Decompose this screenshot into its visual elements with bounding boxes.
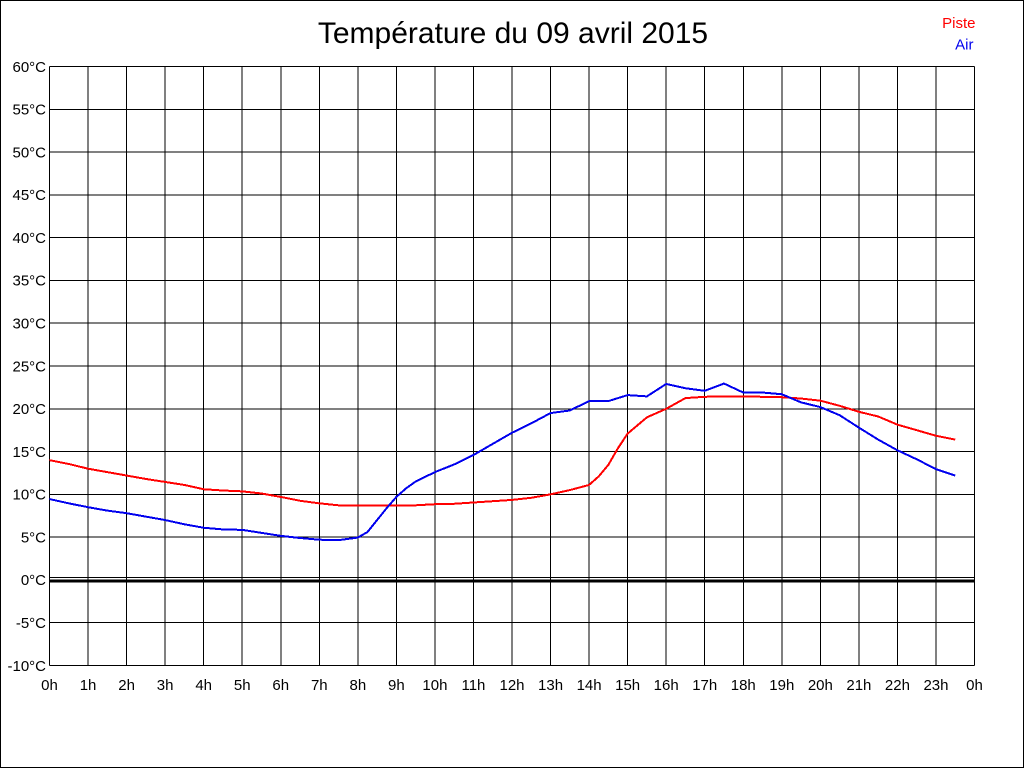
svg-text:21h: 21h: [846, 677, 871, 694]
svg-text:5°C: 5°C: [21, 529, 46, 546]
svg-text:25°C: 25°C: [12, 358, 46, 375]
svg-text:1h: 1h: [80, 677, 97, 694]
svg-text:19h: 19h: [769, 677, 794, 694]
svg-text:4h: 4h: [195, 677, 212, 694]
svg-text:45°C: 45°C: [12, 187, 46, 204]
svg-text:2h: 2h: [118, 677, 135, 694]
svg-text:50°C: 50°C: [12, 144, 46, 161]
svg-text:55°C: 55°C: [12, 102, 46, 119]
svg-text:20h: 20h: [808, 677, 833, 694]
svg-text:3h: 3h: [157, 677, 174, 694]
svg-text:10°C: 10°C: [12, 487, 46, 504]
svg-text:Air: Air: [955, 37, 973, 54]
svg-text:0h: 0h: [41, 677, 58, 694]
svg-text:20°C: 20°C: [12, 401, 46, 418]
svg-text:12h: 12h: [499, 677, 524, 694]
svg-text:Température du 09 avril 2015: Température du 09 avril 2015: [318, 17, 708, 50]
svg-text:8h: 8h: [349, 677, 366, 694]
svg-text:13h: 13h: [538, 677, 563, 694]
svg-text:-10°C: -10°C: [7, 658, 46, 675]
svg-text:17h: 17h: [692, 677, 717, 694]
svg-text:14h: 14h: [577, 677, 602, 694]
svg-text:11h: 11h: [461, 677, 485, 694]
svg-text:Piste: Piste: [942, 15, 975, 32]
svg-text:15h: 15h: [615, 677, 640, 694]
svg-text:15°C: 15°C: [12, 444, 46, 461]
svg-text:40°C: 40°C: [12, 230, 46, 247]
svg-text:35°C: 35°C: [12, 273, 46, 290]
svg-text:6h: 6h: [272, 677, 289, 694]
svg-text:30°C: 30°C: [12, 316, 46, 333]
svg-text:60°C: 60°C: [12, 59, 46, 76]
svg-text:16h: 16h: [654, 677, 679, 694]
svg-text:23h: 23h: [923, 677, 948, 694]
svg-text:-5°C: -5°C: [16, 615, 46, 632]
svg-text:0°C: 0°C: [21, 572, 46, 589]
svg-text:22h: 22h: [885, 677, 910, 694]
svg-text:0h: 0h: [966, 677, 983, 694]
svg-text:7h: 7h: [311, 677, 328, 694]
svg-text:5h: 5h: [234, 677, 251, 694]
svg-text:18h: 18h: [731, 677, 756, 694]
svg-text:9h: 9h: [388, 677, 405, 694]
svg-text:10h: 10h: [422, 677, 447, 694]
